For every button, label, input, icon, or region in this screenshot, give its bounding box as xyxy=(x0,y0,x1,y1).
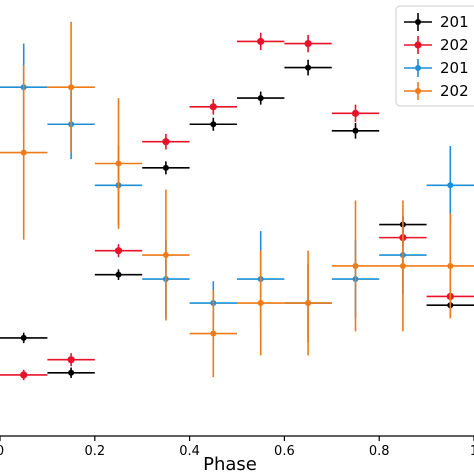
point-marker xyxy=(352,262,359,269)
data-point xyxy=(331,200,380,332)
point-marker xyxy=(351,109,360,117)
point-marker xyxy=(20,371,28,379)
point-marker xyxy=(67,356,75,364)
point-marker xyxy=(304,40,312,48)
point-marker xyxy=(115,271,122,278)
legend-label: 202 xyxy=(440,36,469,54)
point-marker xyxy=(257,95,264,102)
series-0 xyxy=(0,59,474,379)
legend-swatch-dot xyxy=(415,65,421,71)
data-point xyxy=(379,200,427,332)
x-tick-label: 0.4 xyxy=(179,444,200,459)
point-marker xyxy=(305,300,312,307)
legend-swatch-dot xyxy=(415,88,421,94)
data-point xyxy=(0,65,48,240)
legend-swatch-dot xyxy=(414,41,422,49)
data-point xyxy=(142,133,190,150)
data-point xyxy=(426,146,474,225)
point-marker xyxy=(447,262,454,269)
data-point xyxy=(0,369,48,381)
data-point xyxy=(189,289,237,378)
legend-label: 201 xyxy=(440,59,469,77)
legend-swatch-dot xyxy=(415,19,421,25)
data-point xyxy=(237,91,285,105)
point-marker xyxy=(114,247,123,255)
x-tick-label: 1 xyxy=(470,444,474,459)
data-point xyxy=(94,244,143,258)
point-marker xyxy=(399,262,406,269)
point-marker xyxy=(115,160,122,167)
point-marker xyxy=(20,334,27,341)
data-point xyxy=(47,367,95,379)
data-point xyxy=(94,98,143,229)
data-point xyxy=(189,98,237,115)
x-tick-label: 0.2 xyxy=(84,444,105,459)
legend-entry: 201 xyxy=(404,59,469,77)
data-point xyxy=(237,32,285,51)
legend-entry: 201 xyxy=(404,13,469,31)
point-marker xyxy=(162,164,169,171)
point-marker xyxy=(210,330,217,337)
point-marker xyxy=(210,121,217,128)
x-tick-label: 0.6 xyxy=(274,444,295,459)
x-tick-label: 0 xyxy=(0,444,4,459)
point-marker xyxy=(162,138,170,146)
series-layer xyxy=(0,21,474,381)
point-marker xyxy=(257,300,264,307)
legend: 201 202 201 202 xyxy=(395,5,474,107)
point-marker xyxy=(20,149,27,156)
x-tick-label: 0.8 xyxy=(369,444,390,459)
point-marker xyxy=(209,103,217,111)
data-point xyxy=(94,269,143,280)
data-point xyxy=(47,21,95,153)
point-marker xyxy=(162,252,169,259)
data-point xyxy=(331,104,380,123)
series-3 xyxy=(0,21,474,378)
point-marker xyxy=(68,84,75,91)
x-ticks: 0 0.2 0.4 0.6 0.8 1 xyxy=(0,436,474,459)
legend-label: 201 xyxy=(440,13,469,31)
point-marker xyxy=(305,64,312,71)
data-point xyxy=(0,332,48,344)
point-marker xyxy=(257,37,265,46)
data-point xyxy=(189,117,237,131)
data-point xyxy=(237,250,285,356)
x-axis-label: Phase xyxy=(203,454,257,474)
data-point xyxy=(284,59,332,76)
data-point xyxy=(284,34,332,53)
data-point xyxy=(142,161,190,175)
legend-label: 202 xyxy=(440,82,469,100)
data-point xyxy=(284,250,332,356)
data-point xyxy=(331,122,380,139)
legend-entry: 202 xyxy=(404,36,469,54)
data-point xyxy=(47,353,95,367)
point-marker xyxy=(447,182,454,189)
legend-frame xyxy=(395,5,474,107)
data-point xyxy=(426,213,474,319)
point-marker xyxy=(352,127,359,134)
legend-entry: 202 xyxy=(404,82,469,100)
point-marker xyxy=(68,369,75,376)
data-point xyxy=(142,189,190,321)
